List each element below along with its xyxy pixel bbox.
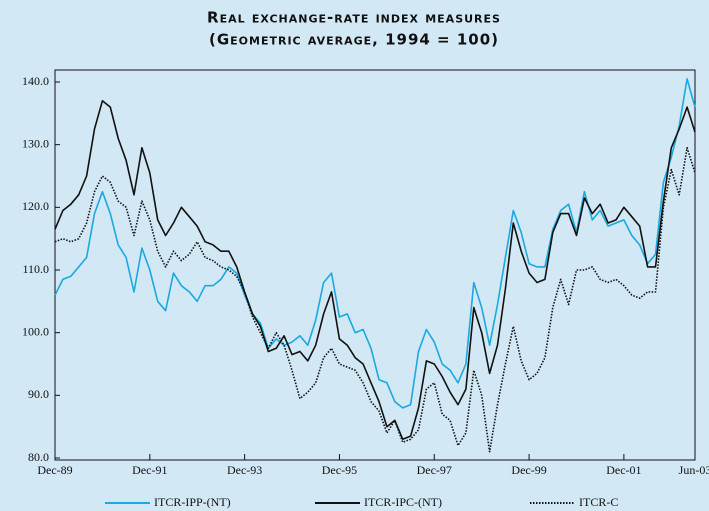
x-tick-label: Dec-01 (606, 463, 641, 477)
x-tick-label: Dec-95 (322, 463, 357, 477)
series-line (54, 78, 696, 409)
legend-label: ITCR-C (579, 495, 618, 509)
legend-label: ITCR-IPC-(NT) (364, 495, 442, 509)
y-tick-label: 90.0 (28, 387, 49, 401)
x-tick-label: Dec-97 (417, 463, 452, 477)
series-line (54, 100, 696, 440)
y-tick-label: 140.0 (22, 74, 49, 88)
y-tick-label: 100.0 (22, 324, 49, 338)
chart-subtitle: (Geometric average, 1994 = 100) (209, 31, 499, 49)
legend-label: ITCR-IPP-(NT) (154, 495, 231, 509)
y-tick-label: 120.0 (22, 199, 49, 213)
series-line (54, 147, 696, 453)
y-tick-label: 130.0 (22, 136, 49, 150)
y-tick-label: 110.0 (22, 262, 49, 276)
x-tick-label: Dec-89 (37, 463, 72, 477)
x-tick-label: Dec-93 (227, 463, 262, 477)
x-tick-label: Jun-03 (679, 463, 709, 477)
x-tick-label: Dec-91 (132, 463, 167, 477)
y-tick-label: 80.0 (28, 450, 49, 464)
plot-frame (54, 69, 696, 461)
chart-title: Real exchange-rate index measures (207, 9, 501, 27)
x-tick-label: Dec-99 (511, 463, 546, 477)
